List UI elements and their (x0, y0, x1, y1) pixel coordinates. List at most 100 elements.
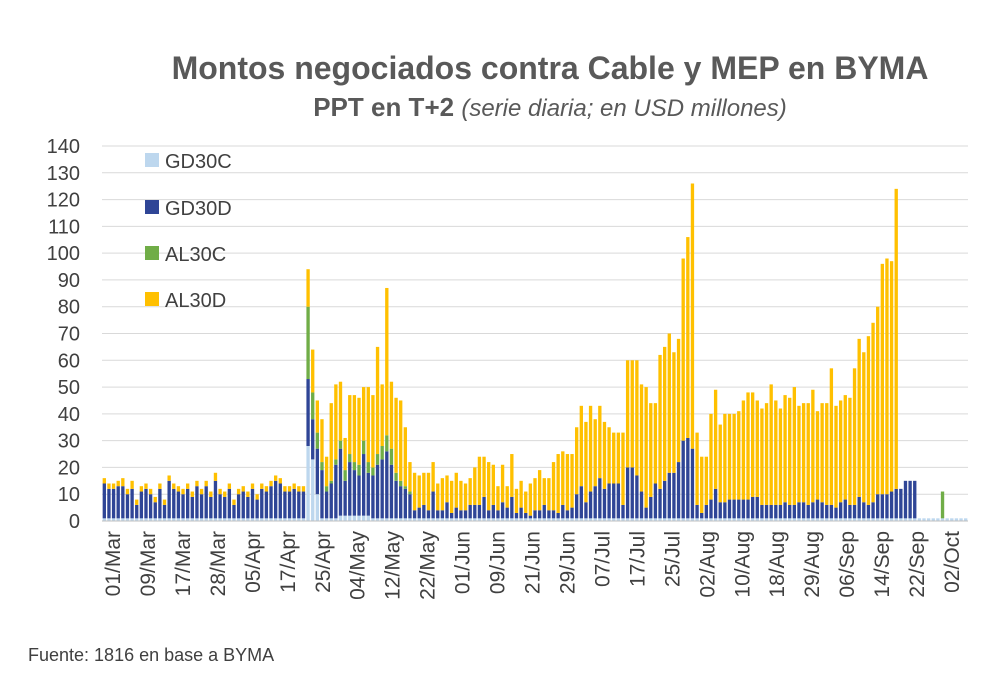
x-tick-label: 17/Apr (277, 531, 300, 593)
bar-gd30c (727, 518, 732, 521)
bar-gd30d (658, 488, 662, 519)
x-tick-label: 17/Mar (172, 531, 195, 596)
bar-al30d (190, 491, 194, 497)
bar-gd30c (876, 518, 880, 521)
bar-gd30d (121, 486, 125, 519)
bar-gd30d (737, 499, 741, 519)
bar-gd30d (519, 507, 523, 519)
bar-gd30c (172, 518, 176, 521)
bar-gd30c (236, 518, 241, 521)
bar-al30d (709, 413, 713, 500)
bar-al30d (144, 483, 148, 489)
bar-gd30c (144, 518, 148, 521)
bar-al30d (690, 183, 695, 449)
bar-gd30d (311, 419, 315, 460)
bar-al30d (334, 384, 338, 460)
bar-al30d (385, 287, 389, 436)
bar-gd30d (236, 494, 241, 519)
bar-gd30d (672, 472, 676, 519)
bar-gd30c (931, 518, 935, 521)
bar-gd30c (463, 518, 468, 521)
bar-gd30c (514, 518, 519, 521)
bar-gd30c (292, 518, 296, 521)
bar-gd30d (343, 480, 347, 516)
bar-gd30d (283, 491, 287, 519)
bar-gd30c (676, 518, 681, 521)
bar-gd30c (880, 518, 884, 521)
bar-gd30d (181, 494, 185, 519)
bar-gd30d (820, 502, 824, 519)
bar-al30d (630, 360, 634, 468)
bar-al30d (111, 483, 116, 489)
bar-al30d (616, 432, 621, 484)
bar-al30c (385, 435, 389, 452)
bar-al30d (459, 480, 463, 511)
bar-gd30c (746, 518, 750, 521)
bar-gd30d (584, 502, 588, 519)
bar-gd30c (361, 515, 366, 521)
bar-gd30c (885, 518, 889, 521)
bar-gd30c (936, 518, 940, 521)
bar-al30d (663, 346, 667, 481)
legend-label-gd30d: GD30D (165, 198, 232, 220)
bar-al30d (412, 472, 417, 511)
bar-al30d (389, 381, 394, 449)
bar-al30d (593, 419, 597, 487)
bar-gd30c (227, 518, 232, 521)
bar-gd30c (653, 518, 658, 521)
bar-al30d (838, 400, 843, 503)
bar-al30d (718, 424, 722, 503)
bar-gd30d (449, 512, 454, 519)
bar-al30d (320, 419, 324, 463)
bar-gd30d (834, 507, 838, 519)
bar-gd30d (750, 496, 755, 519)
bar-gd30c (644, 518, 648, 521)
bar-al30d (584, 421, 588, 503)
bar-gd30c (635, 518, 639, 521)
bar-gd30d (468, 504, 472, 519)
bar-gd30d (908, 480, 912, 519)
bar-gd30c (213, 518, 218, 521)
bar-gd30c (806, 518, 810, 521)
bar-gd30c (445, 518, 449, 521)
bar-al30d (264, 486, 269, 492)
bar-gd30c (866, 518, 871, 521)
bar-al30d (880, 263, 884, 495)
bar-al30d (172, 483, 176, 489)
bar-gd30d (426, 510, 431, 519)
bar-gd30d (621, 504, 625, 519)
bar-gd30c (324, 518, 329, 521)
bar-al30d (329, 403, 333, 481)
bar-gd30c (195, 518, 199, 521)
bar-al30c (361, 440, 366, 455)
bar-al30c (352, 462, 357, 471)
bar-gd30c (167, 518, 171, 521)
bar-al30d (375, 346, 380, 455)
bar-al30c (371, 467, 375, 476)
bar-gd30c (162, 518, 167, 521)
bar-gd30c (371, 518, 375, 521)
bar-al30d (704, 456, 709, 505)
legend-label-al30c: AL30C (165, 244, 226, 266)
bar-al30d (250, 483, 255, 489)
bar-gd30c (209, 518, 213, 521)
legend-swatch-al30d (145, 292, 159, 306)
bar-al30d (199, 488, 204, 495)
bar-gd30d (514, 512, 519, 519)
bar-gd30c (343, 515, 347, 521)
bar-gd30d (227, 488, 232, 519)
bar-gd30d (158, 488, 162, 519)
x-tick-label: 18/Aug (766, 531, 789, 598)
bar-gd30c (778, 518, 783, 521)
bar-gd30c (639, 518, 644, 521)
bar-gd30c (176, 518, 181, 521)
bar-al30d (649, 403, 653, 497)
bar-gd30c (454, 518, 458, 521)
bar-gd30c (649, 518, 653, 521)
bar-gd30d (199, 494, 204, 519)
bar-gd30d (876, 494, 880, 519)
bar-al30d (533, 478, 537, 511)
bar-gd30c (663, 518, 667, 521)
bar-gd30c (922, 518, 926, 521)
bar-al30d (422, 472, 426, 505)
